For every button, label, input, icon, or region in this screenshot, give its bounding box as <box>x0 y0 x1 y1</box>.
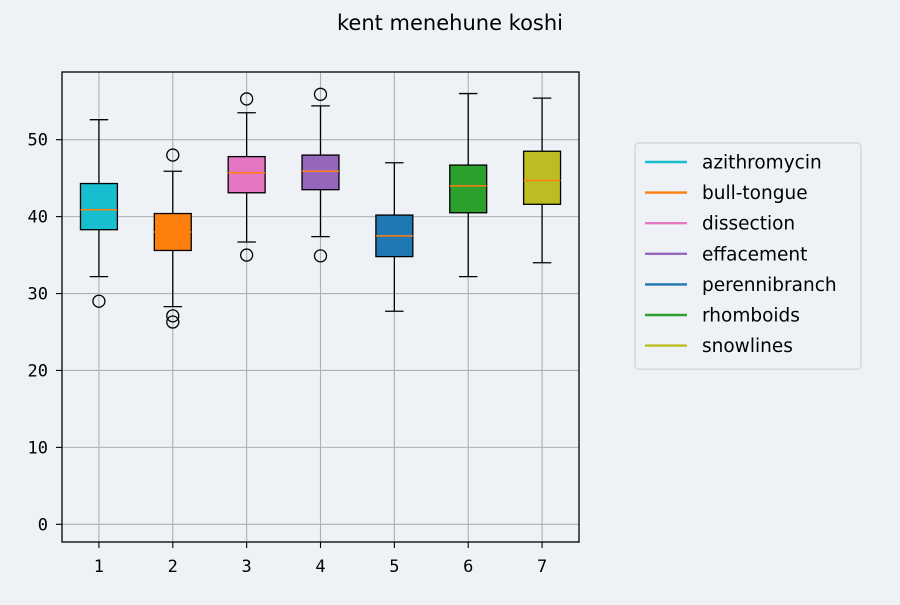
outlier-point <box>313 87 328 101</box>
x-tick-label: 6 <box>463 557 473 577</box>
x-tick-label: 4 <box>315 557 325 577</box>
y-tick-label: 40 <box>28 208 48 228</box>
y-tick-label: 20 <box>28 361 48 381</box>
x-tick-label: 5 <box>389 557 399 577</box>
x-tick-label: 2 <box>168 557 178 577</box>
y-tick-label: 0 <box>38 515 48 535</box>
legend-label: effacement <box>702 244 807 265</box>
legend-label: perennibranch <box>702 275 837 296</box>
y-tick-label: 10 <box>28 438 48 458</box>
box-body <box>449 164 488 214</box>
outlier-point <box>313 249 328 263</box>
box-dissection <box>227 92 266 262</box>
legend-label: rhomboids <box>702 306 800 327</box>
legend: azithromycin bull-tongue dissection effacem… <box>634 142 862 370</box>
box-series <box>79 87 562 329</box>
box-body <box>227 155 266 194</box>
x-tick-label: 3 <box>242 557 252 577</box>
legend-label: bull-tongue <box>702 183 808 204</box>
outlier-point <box>166 148 180 162</box>
y-axis: 0 10 20 30 40 50 <box>28 131 62 535</box>
legend-label: snowlines <box>702 336 793 357</box>
outlier-point <box>239 248 254 262</box>
box-body <box>79 182 119 231</box>
chart-title: kent menehune koshi <box>337 11 563 35</box>
box-body <box>522 150 562 205</box>
box-perennibranch <box>375 162 414 312</box>
x-tick-label: 7 <box>537 557 547 577</box>
legend-frame <box>634 142 862 370</box>
box-snowlines <box>522 97 562 264</box>
y-tick-label: 30 <box>28 285 48 305</box>
y-tick-label: 50 <box>28 131 48 151</box>
box-effacement <box>301 87 340 263</box>
box-bull-tongue <box>153 148 192 329</box>
x-tick-label: 1 <box>94 557 104 577</box>
legend-label: dissection <box>702 214 795 235</box>
box-rhomboids <box>449 92 488 278</box>
x-axis: 1 2 3 4 5 6 7 <box>94 542 547 577</box>
box-body <box>301 154 340 191</box>
outlier-point <box>166 309 180 323</box>
outlier-point <box>166 315 180 329</box>
legend-label: azithromycin <box>702 153 822 174</box>
outlier-point <box>239 92 254 106</box>
outlier-point <box>92 294 106 308</box>
box-azithromycin <box>79 119 119 308</box>
